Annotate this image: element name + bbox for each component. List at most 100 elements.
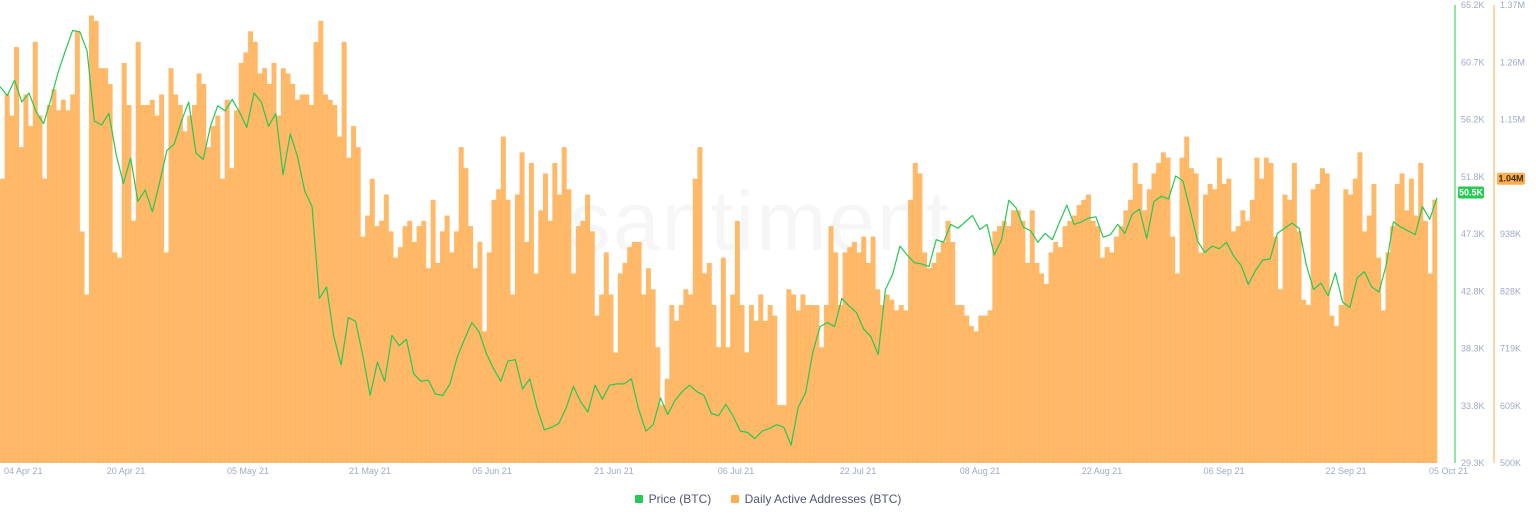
address-bar[interactable] [70, 94, 76, 464]
address-bar[interactable] [1104, 247, 1110, 463]
address-bar[interactable] [659, 405, 665, 463]
address-bar[interactable] [1240, 210, 1246, 463]
address-bar[interactable] [1348, 194, 1354, 463]
address-bar[interactable] [837, 305, 843, 463]
address-bar[interactable] [1114, 236, 1120, 463]
address-bar[interactable] [1324, 173, 1330, 463]
address-bar[interactable] [505, 199, 511, 463]
address-bar[interactable] [1198, 252, 1204, 463]
address-bar[interactable] [641, 294, 647, 463]
address-bar[interactable] [135, 41, 141, 463]
address-bar[interactable] [411, 241, 417, 463]
address-bar[interactable] [580, 220, 586, 463]
address-bar[interactable] [758, 294, 764, 463]
address-bar[interactable] [903, 310, 909, 463]
address-bar[interactable] [547, 220, 553, 463]
address-bar[interactable] [369, 178, 375, 463]
address-bar[interactable] [468, 226, 474, 463]
address-bar[interactable] [266, 83, 272, 463]
address-bar[interactable] [1174, 273, 1180, 463]
address-bar[interactable] [1249, 199, 1255, 463]
address-bar[interactable] [1170, 236, 1176, 463]
address-bar[interactable] [1352, 178, 1358, 463]
address-bar[interactable] [655, 347, 661, 463]
address-bar[interactable] [1408, 178, 1414, 463]
address-bar[interactable] [88, 15, 94, 464]
address-bar[interactable] [510, 294, 516, 463]
address-bar[interactable] [444, 215, 450, 463]
address-bar[interactable] [149, 99, 155, 463]
address-bar[interactable] [856, 252, 862, 463]
address-bar[interactable] [1310, 189, 1316, 463]
address-bar[interactable] [1390, 226, 1396, 463]
address-bar[interactable] [1329, 315, 1335, 463]
address-bar[interactable] [767, 305, 773, 463]
address-bar[interactable] [725, 347, 731, 463]
address-bar[interactable] [664, 378, 670, 463]
address-bar[interactable] [819, 347, 825, 463]
address-bar[interactable] [603, 252, 609, 463]
address-bar[interactable] [163, 252, 169, 463]
address-bar[interactable] [1263, 157, 1269, 464]
address-bar[interactable] [1231, 231, 1237, 463]
address-bar[interactable] [318, 20, 324, 463]
address-bar[interactable] [154, 115, 160, 464]
address-bar[interactable] [1291, 162, 1297, 463]
address-bar[interactable] [486, 252, 492, 463]
address-bar[interactable] [1128, 199, 1134, 463]
address-bar[interactable] [98, 68, 104, 464]
address-bar[interactable] [954, 305, 960, 463]
address-bar[interactable] [327, 99, 333, 463]
address-bar[interactable] [341, 41, 347, 463]
address-bar[interactable] [748, 305, 754, 463]
address-bar[interactable] [1315, 183, 1321, 464]
address-bar[interactable] [940, 241, 946, 463]
address-bar[interactable] [1137, 183, 1143, 464]
address-bar[interactable] [0, 178, 5, 463]
address-bar[interactable] [884, 294, 890, 463]
address-bar[interactable] [477, 241, 483, 463]
address-bar[interactable] [23, 94, 29, 464]
address-bar[interactable] [1090, 220, 1096, 463]
address-bar[interactable] [421, 220, 427, 463]
address-bar[interactable] [557, 194, 562, 463]
address-bar[interactable] [631, 241, 637, 463]
address-bar[interactable] [322, 94, 328, 464]
address-bar[interactable] [56, 110, 62, 463]
address-bar[interactable] [482, 331, 488, 463]
address-bar[interactable] [234, 110, 240, 463]
address-bar[interactable] [566, 189, 572, 463]
address-bar[interactable] [912, 162, 918, 463]
address-bar[interactable] [692, 178, 698, 463]
address-bar[interactable] [800, 294, 806, 463]
address-bar[interactable] [739, 305, 745, 463]
address-bar[interactable] [861, 236, 867, 463]
address-bar[interactable] [669, 305, 675, 463]
address-bar[interactable] [1006, 226, 1012, 463]
address-bar[interactable] [126, 105, 132, 464]
address-bar[interactable] [355, 147, 361, 463]
address-bar[interactable] [702, 273, 708, 463]
address-bar[interactable] [1207, 183, 1213, 464]
address-bar[interactable] [210, 126, 216, 463]
address-bar[interactable] [1081, 199, 1087, 463]
address-bar[interactable] [533, 273, 539, 463]
address-bar[interactable] [870, 236, 876, 463]
address-bar[interactable] [762, 320, 768, 463]
address-bar[interactable] [407, 220, 413, 463]
address-bar[interactable] [908, 199, 914, 463]
address-bar[interactable] [997, 226, 1002, 463]
address-bar[interactable] [454, 231, 460, 463]
address-bar[interactable] [107, 83, 113, 463]
address-bar[interactable] [524, 241, 530, 463]
address-bar[interactable] [1029, 210, 1035, 463]
address-bar[interactable] [500, 136, 506, 464]
address-bar[interactable] [1057, 247, 1063, 463]
address-bar[interactable] [875, 289, 881, 463]
address-bar[interactable] [1193, 173, 1199, 463]
address-bar[interactable] [220, 178, 225, 463]
address-bar[interactable] [1366, 215, 1372, 463]
address-bar[interactable] [388, 231, 394, 463]
address-bar[interactable] [688, 294, 694, 463]
address-bar[interactable] [28, 126, 34, 463]
